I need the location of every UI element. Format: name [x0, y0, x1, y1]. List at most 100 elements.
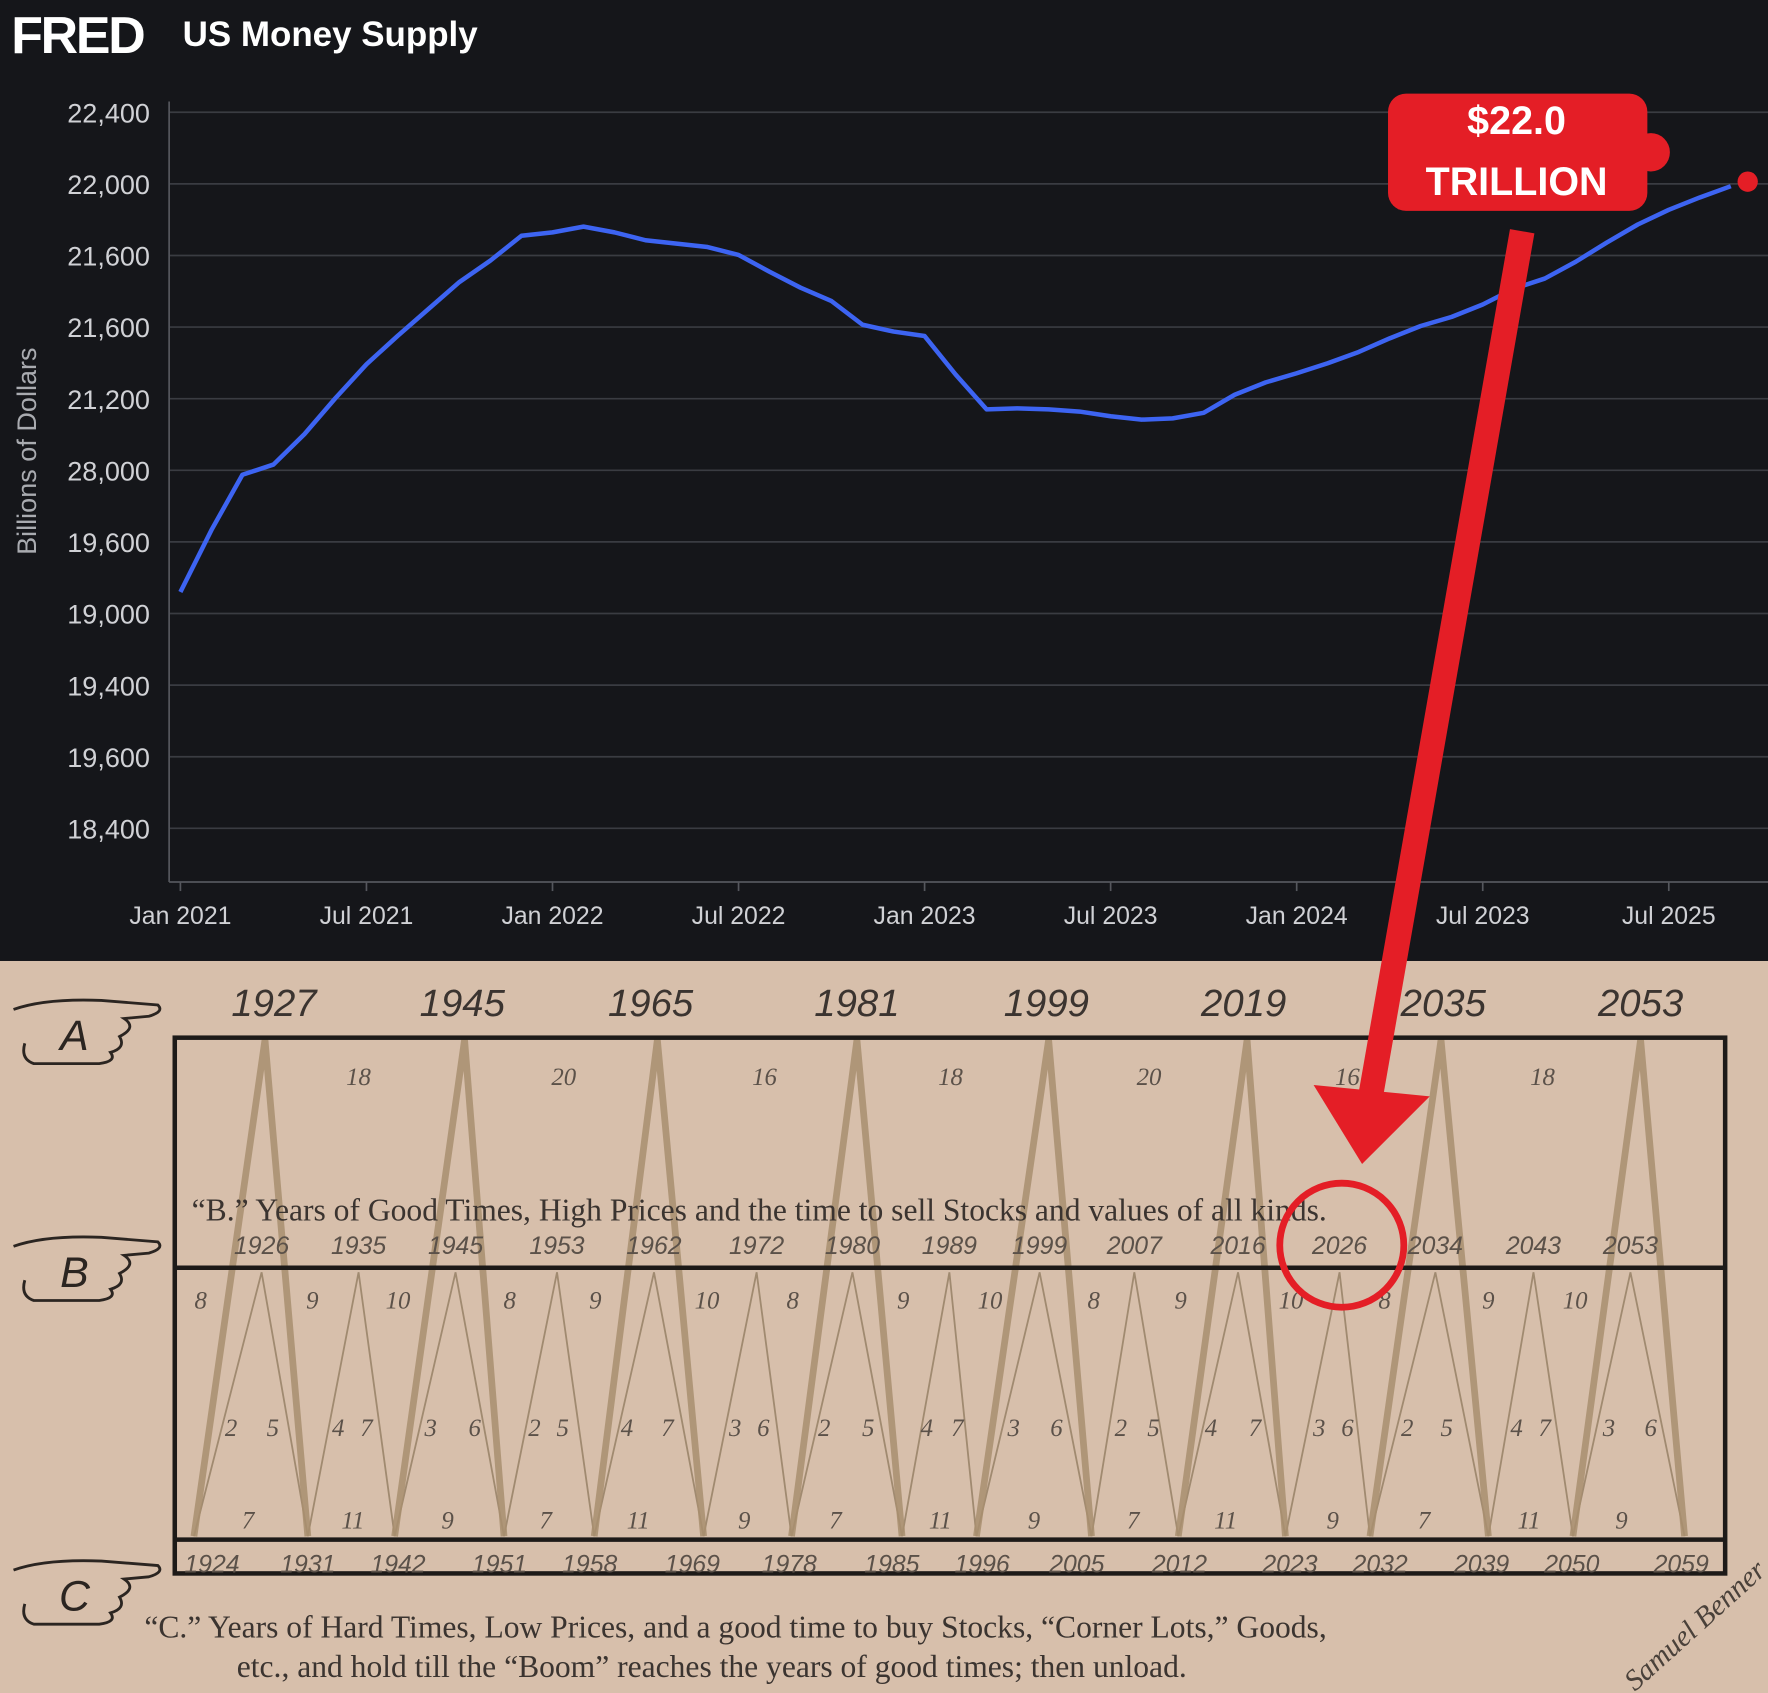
- a-year: 1999: [1004, 982, 1089, 1025]
- b-year: 2007: [1106, 1233, 1163, 1260]
- x-tick-label: Jan 2022: [501, 903, 603, 930]
- inner-number: 2: [528, 1415, 540, 1442]
- a-interval: 16: [752, 1064, 777, 1091]
- b-cycle-line: [1090, 1272, 1180, 1537]
- b-interval: 9: [897, 1287, 909, 1314]
- x-tick-label: Jan 2023: [874, 903, 976, 930]
- inner-number: 3: [424, 1415, 437, 1442]
- b-interval: 9: [589, 1287, 601, 1314]
- b-year: 2016: [1209, 1233, 1265, 1260]
- frame: [172, 1035, 1728, 1576]
- pointing-hand: [13, 1559, 162, 1626]
- a-interval: 20: [1137, 1064, 1162, 1091]
- c-year: 1931: [280, 1551, 335, 1578]
- b-cycle-line: [1369, 1272, 1490, 1537]
- b-interval: 9: [306, 1287, 318, 1314]
- b-cycle-line: [975, 1272, 1093, 1537]
- c-interval: 9: [738, 1507, 750, 1534]
- inner-number: 4: [921, 1415, 933, 1442]
- inner-number: 2: [225, 1415, 237, 1442]
- c-interval: 11: [929, 1507, 952, 1534]
- pointing-hand: [13, 998, 162, 1066]
- inner-number: 3: [728, 1415, 741, 1442]
- b-cycle-line: [593, 1272, 705, 1537]
- b-interval: 9: [1174, 1287, 1186, 1314]
- c-year: 1942: [370, 1551, 425, 1578]
- c-year: 1996: [955, 1551, 1010, 1578]
- callout: $22.0 TRILLION: [1388, 93, 1670, 211]
- inner-number: 7: [951, 1415, 965, 1442]
- inner-number: 7: [661, 1415, 675, 1442]
- y-tick-label: 19,000: [67, 600, 150, 630]
- c-year: 2032: [1352, 1551, 1408, 1578]
- y-tick-label: 21,600: [67, 313, 150, 343]
- inner-number: 5: [556, 1415, 568, 1442]
- c-interval: 7: [1127, 1507, 1141, 1534]
- c-interval: 9: [1327, 1507, 1339, 1534]
- y-tick-label: 19,600: [67, 743, 150, 773]
- callout-box: [1388, 93, 1648, 211]
- b-interval: 8: [786, 1287, 799, 1314]
- b-year: 1980: [825, 1233, 880, 1260]
- a-year: 1981: [814, 982, 899, 1025]
- a-year: 2053: [1597, 982, 1683, 1025]
- b-interval: 8: [195, 1287, 208, 1314]
- b-cycle-line: [702, 1272, 793, 1537]
- inner-number: 4: [1510, 1415, 1522, 1442]
- c-interval: 11: [627, 1507, 650, 1534]
- c-year: 2039: [1453, 1551, 1509, 1578]
- b-interval: 8: [503, 1287, 516, 1314]
- a-year: 2019: [1200, 982, 1286, 1025]
- y-tick-label: 22,400: [67, 98, 150, 128]
- x-tick-label: Jan 2024: [1246, 903, 1348, 930]
- b-cycle-line: [393, 1272, 505, 1537]
- y-tick-label: 28,000: [67, 456, 150, 486]
- y-tick-label: 18,400: [67, 814, 150, 844]
- c-year: 2012: [1151, 1551, 1207, 1578]
- b-year: 1972: [729, 1233, 784, 1260]
- b-year: 1935: [331, 1233, 386, 1260]
- x-tick-label: Jul 2023: [1436, 903, 1530, 930]
- inner-number: 6: [1050, 1415, 1063, 1442]
- x-tick-label: Jul 2022: [692, 903, 786, 930]
- c-caption: etc., and hold till the “Boom” reaches t…: [237, 1649, 1187, 1684]
- a-year: 1927: [231, 982, 318, 1025]
- b-cycle-line: [1284, 1272, 1371, 1537]
- y-tick-label: 22,000: [67, 170, 150, 200]
- pointer-letter: C: [59, 1573, 91, 1621]
- b-cycle-line: [503, 1272, 596, 1537]
- c-year: 1924: [184, 1551, 239, 1578]
- y-tick-label: 19,600: [67, 528, 150, 558]
- c-caption: “C.” Years of Hard Times, Low Prices, an…: [144, 1610, 1326, 1645]
- b-year: 2043: [1505, 1233, 1561, 1260]
- c-interval: 9: [1615, 1507, 1627, 1534]
- b-interval: 9: [1482, 1287, 1494, 1314]
- y-tick-label: 21,600: [67, 242, 150, 272]
- c-year: 1985: [864, 1551, 919, 1578]
- callout-text: $22.0: [1467, 99, 1566, 143]
- x-tick-label: Jul 2023: [1064, 903, 1158, 930]
- b-interval: 10: [386, 1287, 411, 1314]
- a-year: 1965: [608, 982, 694, 1025]
- c-interval: 11: [341, 1507, 364, 1534]
- inner-number: 2: [1401, 1415, 1413, 1442]
- inner-number: 7: [360, 1415, 374, 1442]
- c-year: 1978: [762, 1551, 817, 1578]
- inner-number: 2: [1115, 1415, 1127, 1442]
- inner-number: 3: [1602, 1415, 1615, 1442]
- c-interval: 9: [1028, 1507, 1040, 1534]
- x-tick-label: Jul 2021: [320, 903, 414, 930]
- b-year: 2026: [1311, 1233, 1367, 1260]
- b-cycle-line: [193, 1272, 309, 1537]
- c-year: 2059: [1653, 1551, 1709, 1578]
- c-year: 2005: [1048, 1551, 1104, 1578]
- c-year: 1969: [665, 1551, 720, 1578]
- inner-number: 4: [1205, 1415, 1217, 1442]
- b-year: 1999: [1012, 1233, 1067, 1260]
- b-year: 2034: [1407, 1233, 1463, 1260]
- inner-number: 3: [1312, 1415, 1325, 1442]
- highlight-circle: [1276, 1179, 1408, 1311]
- x-tick-label: Jul 2025: [1622, 903, 1716, 930]
